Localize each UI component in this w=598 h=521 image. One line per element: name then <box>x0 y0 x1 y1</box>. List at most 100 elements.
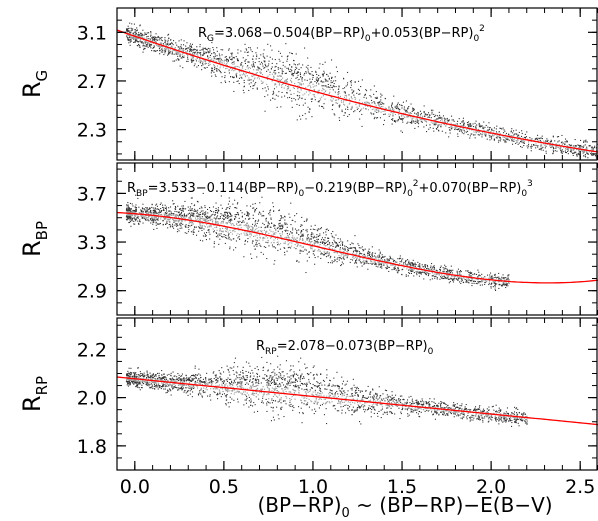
scatter-point <box>304 241 306 243</box>
scatter-point <box>368 257 370 259</box>
scatter-point <box>440 126 442 128</box>
scatter-point <box>292 238 294 240</box>
scatter-point <box>419 110 421 112</box>
scatter-point <box>299 73 301 75</box>
scatter-point <box>384 110 386 112</box>
scatter-point <box>256 54 258 56</box>
scatter-point <box>485 135 487 137</box>
scatter-point <box>165 223 167 225</box>
scatter-point <box>268 232 270 234</box>
scatter-point <box>528 143 530 145</box>
scatter-point <box>192 221 194 223</box>
scatter-point <box>183 49 185 51</box>
scatter-point <box>140 32 142 34</box>
scatter-point <box>490 136 492 138</box>
scatter-point <box>134 41 136 43</box>
scatter-point <box>448 272 450 274</box>
scatter-point <box>322 63 324 65</box>
scatter-point <box>152 38 154 40</box>
scatter-point <box>541 135 543 137</box>
scatter-point <box>458 271 460 273</box>
scatter-point <box>138 206 140 208</box>
scatter-point <box>508 274 510 276</box>
scatter-point <box>297 71 299 73</box>
scatter-point <box>195 215 197 217</box>
scatter-point <box>521 135 523 137</box>
scatter-point <box>304 79 306 81</box>
scatter-point <box>132 211 134 213</box>
scatter-point <box>227 217 229 219</box>
scatter-point <box>203 219 205 221</box>
scatter-point <box>175 207 177 209</box>
scatter-point <box>154 41 156 43</box>
scatter-point <box>442 270 444 272</box>
scatter-point <box>361 79 363 81</box>
scatter-point <box>215 202 217 204</box>
scatter-point <box>129 216 131 218</box>
scatter-point <box>272 234 274 236</box>
scatter-point <box>488 280 490 282</box>
scatter-point <box>256 69 258 71</box>
scatter-point <box>232 223 234 225</box>
scatter-point <box>220 204 222 206</box>
scatter-point <box>177 214 179 216</box>
scatter-point <box>251 64 253 66</box>
scatter-point <box>151 37 153 39</box>
scatter-point <box>408 262 410 264</box>
scatter-point <box>233 76 235 78</box>
scatter-point <box>388 261 390 263</box>
scatter-point <box>152 39 154 41</box>
scatter-point <box>358 257 360 259</box>
scatter-point <box>242 72 244 74</box>
scatter-point <box>147 35 149 37</box>
scatter-point <box>446 124 448 126</box>
scatter-point <box>192 212 194 214</box>
scatter-point <box>515 140 517 142</box>
scatter-point <box>385 267 387 269</box>
scatter-point <box>385 268 387 270</box>
scatter-point <box>296 232 298 234</box>
scatter-point <box>125 218 127 220</box>
scatter-point <box>345 98 347 100</box>
scatter-point <box>243 79 245 81</box>
scatter-point <box>137 41 139 43</box>
scatter-point <box>578 151 580 153</box>
scatter-point <box>280 75 282 77</box>
scatter-point <box>377 117 379 119</box>
scatter-point <box>173 53 175 55</box>
scatter-point <box>170 46 172 48</box>
scatter-point <box>152 220 154 222</box>
scatter-point <box>215 232 217 234</box>
scatter-point <box>464 126 466 128</box>
scatter-point <box>560 151 562 153</box>
scatter-point <box>483 121 485 123</box>
scatter-point <box>243 256 245 258</box>
scatter-point <box>279 225 281 227</box>
scatter-point <box>478 124 480 126</box>
scatter-point <box>204 234 206 236</box>
scatter-point <box>236 80 238 82</box>
scatter-point <box>452 119 454 121</box>
scatter-point <box>280 215 282 217</box>
scatter-point <box>140 212 142 214</box>
scatter-point <box>181 216 183 218</box>
scatter-point <box>595 154 597 156</box>
scatter-point <box>246 224 248 226</box>
scatter-point <box>176 211 178 213</box>
scatter-point <box>264 63 266 65</box>
scatter-point <box>417 269 419 271</box>
scatter-point <box>171 53 173 55</box>
scatter-point <box>137 197 139 199</box>
scatter-point <box>185 215 187 217</box>
scatter-point <box>284 229 286 231</box>
scatter-point <box>252 230 254 232</box>
scatter-point <box>450 277 452 279</box>
scatter-point <box>241 221 243 223</box>
scatter-point <box>199 59 201 61</box>
scatter-point <box>246 214 248 216</box>
scatter-point <box>153 37 155 39</box>
scatter-point <box>228 221 230 223</box>
scatter-point <box>595 147 597 149</box>
scatter-point <box>125 209 127 211</box>
scatter-point <box>212 228 214 230</box>
